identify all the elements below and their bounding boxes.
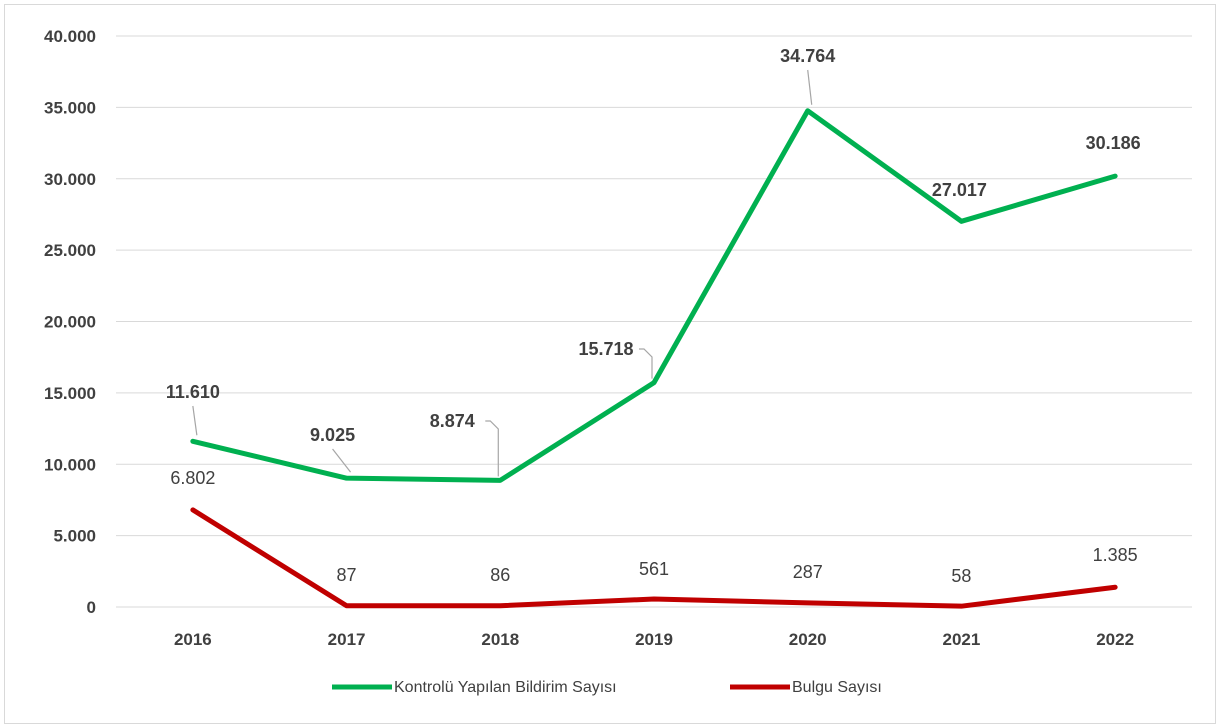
data-label-bulgu: 86 (490, 565, 510, 585)
data-label-bulgu: 87 (337, 565, 357, 585)
x-tick-label: 2016 (174, 630, 212, 649)
y-tick-label: 20.000 (44, 313, 96, 332)
x-tick-label: 2018 (481, 630, 519, 649)
series-line-bulgu (190, 507, 1118, 609)
leader-line (192, 405, 198, 436)
data-label-bildirim: 11.610 (166, 382, 220, 402)
x-tick-label: 2020 (789, 630, 827, 649)
chart-frame (4, 4, 1216, 724)
data-label-bulgu: 58 (951, 566, 971, 586)
data-label-bildirim: 27.017 (932, 180, 987, 200)
data-label-bildirim: 34.764 (780, 46, 835, 66)
legend-label-bulgu: Bulgu Sayısı (792, 679, 882, 696)
data-label-bildirim: 9.025 (310, 425, 355, 445)
leader-line (332, 448, 352, 473)
data-label-bildirim: 8.874 (430, 411, 475, 431)
data-label-bulgu: 1.385 (1093, 545, 1138, 565)
x-tick-label: 2022 (1096, 630, 1134, 649)
series-line-bildirim (190, 108, 1118, 483)
legend-label-bildirim: Kontrolü Yapılan Bildirim Sayısı (394, 679, 617, 696)
leader-line (807, 69, 813, 105)
data-label-bildirim: 30.186 (1086, 133, 1141, 153)
x-tick-label: 2019 (635, 630, 673, 649)
data-label-bulgu: 6.802 (170, 468, 215, 488)
y-tick-label: 5.000 (53, 527, 96, 546)
x-tick-label: 2017 (328, 630, 366, 649)
y-tick-label: 40.000 (44, 27, 96, 46)
y-tick-label: 0 (87, 598, 96, 617)
y-tick-label: 10.000 (44, 455, 96, 474)
y-tick-label: 15.000 (44, 384, 96, 403)
x-tick-label: 2021 (943, 630, 981, 649)
data-label-bulgu: 287 (793, 562, 823, 582)
y-tick-label: 25.000 (44, 241, 96, 260)
y-tick-label: 30.000 (44, 170, 96, 189)
data-label-bulgu: 561 (639, 559, 669, 579)
leader-line (485, 420, 499, 477)
y-tick-label: 35.000 (44, 98, 96, 117)
data-label-bildirim: 15.718 (578, 339, 633, 359)
leader-line (639, 348, 653, 379)
